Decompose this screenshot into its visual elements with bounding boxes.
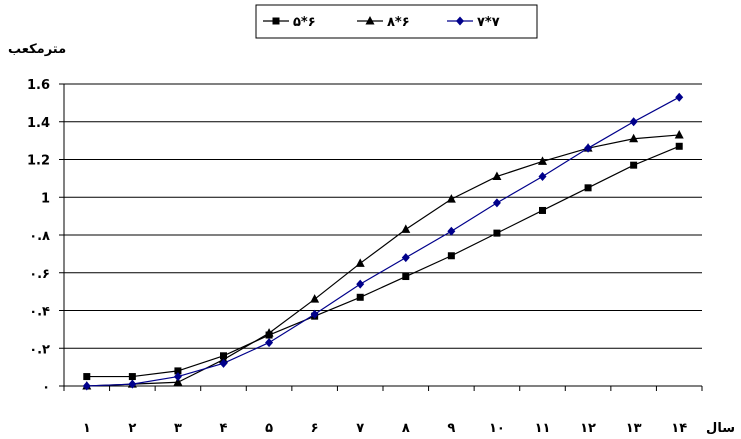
y-tick-label: ۰.۸ <box>29 229 50 244</box>
y-tick-label: ۰.۶ <box>29 267 50 282</box>
gridlines <box>64 83 702 349</box>
series-line <box>86 145 680 378</box>
x-tick-label: ۲ <box>128 421 136 436</box>
x-tick-label: ۱۴ <box>671 421 687 436</box>
x-tick-label: ۸ <box>402 421 410 436</box>
y-tick-label: ۰.۴ <box>29 305 50 320</box>
data-point <box>446 194 456 203</box>
data-point <box>174 367 182 375</box>
y-tick-label: ۰ <box>42 380 50 395</box>
series-2 <box>82 129 684 390</box>
data-point <box>401 224 411 233</box>
legend-label: ۷*۷ <box>477 15 500 30</box>
data-point <box>83 373 91 381</box>
y-axis-title: مترمکعب <box>8 42 66 57</box>
data-point <box>675 92 684 102</box>
data-point <box>401 253 410 263</box>
series-layer <box>82 92 684 391</box>
series-line <box>86 96 680 387</box>
data-point <box>447 252 455 260</box>
data-point <box>675 142 683 150</box>
data-point <box>219 358 228 368</box>
series-3 <box>82 92 684 391</box>
data-point <box>447 226 456 236</box>
x-tick-label: ۹ <box>447 421 455 436</box>
series-1 <box>83 142 683 381</box>
data-point <box>584 143 593 153</box>
data-point <box>629 117 638 127</box>
y-tick-label: 1.2 <box>27 154 50 169</box>
data-point <box>173 372 182 382</box>
x-tick-label: ۵ <box>265 421 273 436</box>
x-tick-label: ۱۳ <box>626 421 642 436</box>
data-point <box>265 338 274 348</box>
data-point <box>402 273 410 281</box>
data-point <box>492 198 501 208</box>
x-axis-title: سال <box>706 421 735 436</box>
x-tick-label: ۷ <box>356 421 364 436</box>
data-point <box>538 171 547 181</box>
x-tick-label: ۱۱ <box>535 421 551 436</box>
legend-marker <box>456 16 464 26</box>
y-axis-ticks: ۰ ۰.۲ ۰.۴ ۰.۶ ۰.۸ 1 1.2 1.4 1.6 <box>27 78 64 395</box>
data-point <box>264 328 274 337</box>
legend-marker <box>272 17 280 25</box>
x-axis-ticks: ۱ ۲ ۳ ۴ ۵ ۶ ۷ ۸ ۹ ۱۰ ۱۱ ۱۲ ۱۳ ۱۴ <box>63 386 703 436</box>
data-point <box>539 206 546 214</box>
data-point <box>355 258 365 267</box>
x-tick-label: ۱۰ <box>489 421 505 436</box>
data-point <box>219 354 228 364</box>
y-tick-label: 1.6 <box>27 78 50 93</box>
data-point <box>173 377 183 386</box>
y-tick-label: 1.4 <box>27 116 50 131</box>
data-point <box>82 381 91 391</box>
data-point <box>674 129 684 139</box>
data-point <box>310 309 319 319</box>
data-point <box>538 156 547 165</box>
legend-label: ۸*۶ <box>387 15 410 30</box>
data-point <box>492 171 502 180</box>
legend-box <box>255 4 538 39</box>
data-point <box>356 279 365 289</box>
y-tick-label: 1 <box>41 191 50 206</box>
data-point <box>584 184 592 192</box>
legend: ۵*۶ ۸*۶ ۷*۷ <box>255 4 538 39</box>
x-tick-label: ۶ <box>311 421 319 436</box>
data-point <box>310 294 320 303</box>
x-tick-label: ۳ <box>174 421 182 436</box>
x-tick-label: ۱ <box>83 421 91 436</box>
series-line <box>86 134 680 387</box>
data-point <box>629 133 639 143</box>
data-point <box>356 293 364 301</box>
data-point <box>128 379 137 389</box>
x-tick-label: ۴ <box>220 421 228 436</box>
legend-label: ۵*۶ <box>293 15 316 30</box>
data-point <box>493 229 501 237</box>
y-tick-label: ۰.۲ <box>29 342 50 357</box>
data-point <box>630 161 638 169</box>
data-point <box>128 373 136 381</box>
x-tick-label: ۱۲ <box>580 421 596 436</box>
legend-marker <box>365 16 375 25</box>
